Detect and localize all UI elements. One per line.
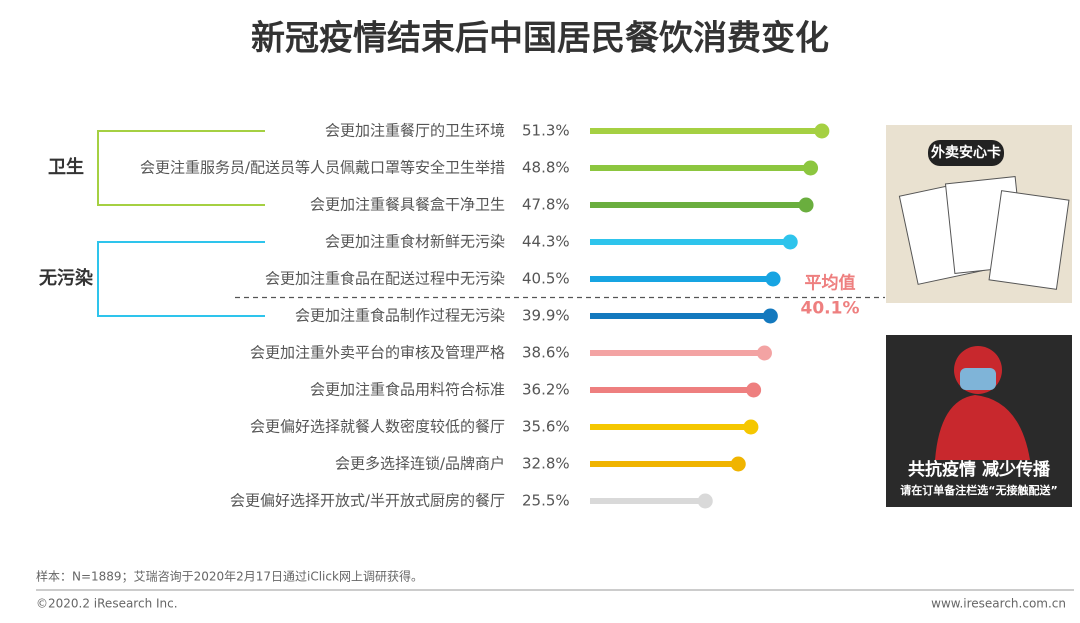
value-label: 38.6% — [522, 344, 570, 362]
lollipop-dot — [798, 197, 814, 213]
group-bracket — [97, 241, 265, 317]
copyright: ©2020.2 iResearch Inc. — [36, 597, 178, 611]
category-label: 会更加注重食品用料符合标准 — [310, 381, 505, 399]
value-label: 35.6% — [522, 418, 570, 436]
lollipop-dot — [814, 123, 830, 139]
source-note: 样本：N=1889；艾瑞咨询于2020年2月17日通过iClick网上调研获得。 — [36, 569, 423, 584]
category-label: 会更偏好选择开放式/半开放式厨房的餐厅 — [230, 492, 505, 510]
lollipop-dot — [762, 308, 778, 324]
value-label: 32.8% — [522, 455, 570, 473]
image-caption: 共抗疫情 减少传播 — [908, 459, 1051, 480]
category-label: 会更加注重食品在配送过程中无污染 — [265, 270, 505, 288]
value-label: 44.3% — [522, 233, 570, 251]
image-subcaption: 请在订单备注栏选“无接触配送” — [900, 483, 1057, 497]
image-card: 外卖安心卡 — [886, 125, 1072, 303]
category-label: 会更偏好选择就餐人数密度较低的餐厅 — [250, 418, 505, 436]
value-label: 51.3% — [522, 122, 570, 140]
value-label: 40.5% — [522, 270, 570, 288]
group-label: 无污染 — [39, 268, 94, 289]
lollipop-dot — [803, 160, 819, 176]
category-label: 会更加注重外卖平台的审核及管理严格 — [250, 344, 505, 362]
caption-badge — [928, 140, 1004, 166]
value-label: 25.5% — [522, 492, 570, 510]
lollipop-dot — [730, 456, 746, 472]
category-label: 会更加注重餐具餐盒干净卫生 — [310, 196, 505, 214]
category-label: 会更注重服务员/配送员等人员佩戴口罩等安全卫生举措 — [140, 159, 505, 177]
value-label: 36.2% — [522, 381, 570, 399]
lollipop-dot — [765, 271, 781, 287]
lollipop-dot — [756, 345, 772, 361]
lollipop-dot — [743, 419, 759, 435]
group-label: 卫生 — [48, 156, 84, 178]
image-courier: 共抗疫情 减少传播 请在订单备注栏选“无接触配送” — [886, 335, 1072, 507]
figure-mask — [960, 368, 996, 390]
figure-body — [935, 395, 1030, 460]
lollipop-dot — [746, 382, 762, 398]
value-label: 47.8% — [522, 196, 570, 214]
category-label: 会更加注重餐厅的卫生环境 — [325, 122, 505, 140]
group-bracket — [97, 130, 265, 206]
lollipop-dot — [782, 234, 798, 250]
chart-title: 新冠疫情结束后中国居民餐饮消费变化 — [251, 19, 829, 59]
lollipop-dot — [697, 493, 713, 509]
website: www.iresearch.com.cn — [931, 597, 1066, 611]
category-label: 会更多选择连锁/品牌商户 — [335, 455, 505, 473]
average-value: 40.1% — [801, 299, 860, 319]
card-shape — [988, 190, 1070, 290]
value-label: 39.9% — [522, 307, 570, 325]
image-caption: 外卖安心卡 — [931, 144, 1001, 161]
category-label: 会更加注重食材新鲜无污染 — [325, 233, 505, 251]
average-label: 平均值 — [805, 273, 856, 294]
category-label: 会更加注重食品制作过程无污染 — [295, 307, 505, 325]
value-label: 48.8% — [522, 159, 570, 177]
